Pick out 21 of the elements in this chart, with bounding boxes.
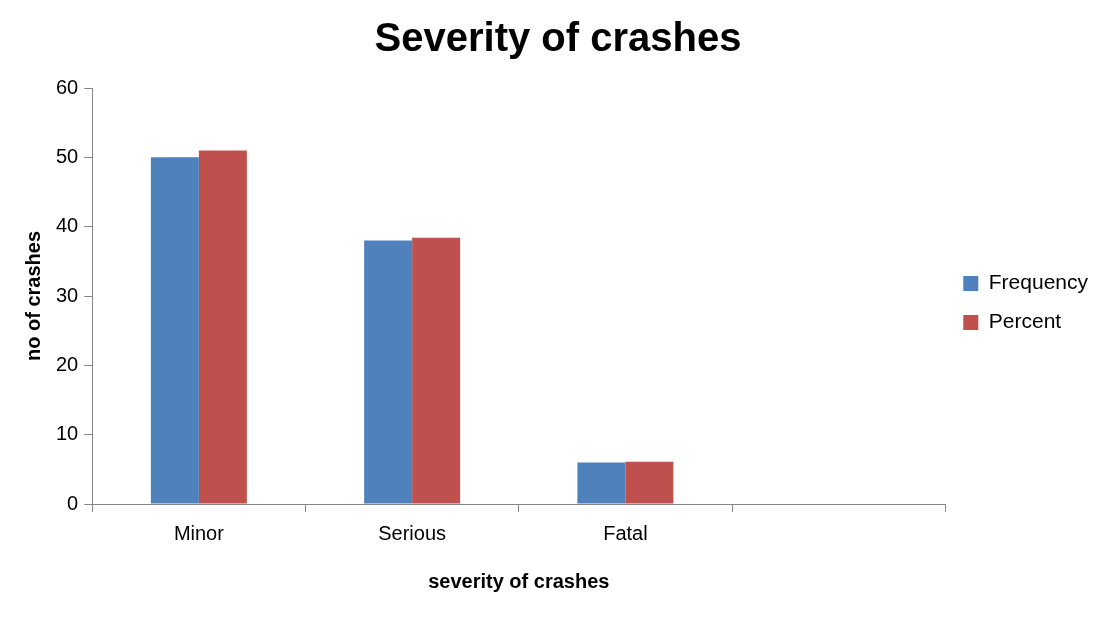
bar xyxy=(577,462,626,504)
x-tick-label: Minor xyxy=(173,521,225,544)
bar xyxy=(625,461,674,504)
bar xyxy=(364,240,413,504)
bar xyxy=(150,157,199,504)
bar xyxy=(412,237,461,504)
x-tick-label: Fatal xyxy=(603,521,648,544)
x-axis-title: severity of crashes xyxy=(428,569,610,592)
y-tick-label: 10 xyxy=(56,422,79,445)
y-axis-title: no of crashes xyxy=(21,230,44,362)
y-tick-label: 0 xyxy=(67,491,79,514)
legend-label: Frequency xyxy=(988,270,1089,294)
chart-title: Severity of crashes xyxy=(374,15,742,60)
bar xyxy=(198,150,247,504)
y-tick-label: 50 xyxy=(56,144,79,167)
y-tick-label: 40 xyxy=(56,214,79,237)
y-tick-label: 20 xyxy=(56,352,79,375)
y-tick-label: 30 xyxy=(56,283,79,306)
y-tick-label: 60 xyxy=(56,75,79,98)
legend-label: Percent xyxy=(988,309,1062,333)
x-tick-label: Serious xyxy=(378,521,447,544)
